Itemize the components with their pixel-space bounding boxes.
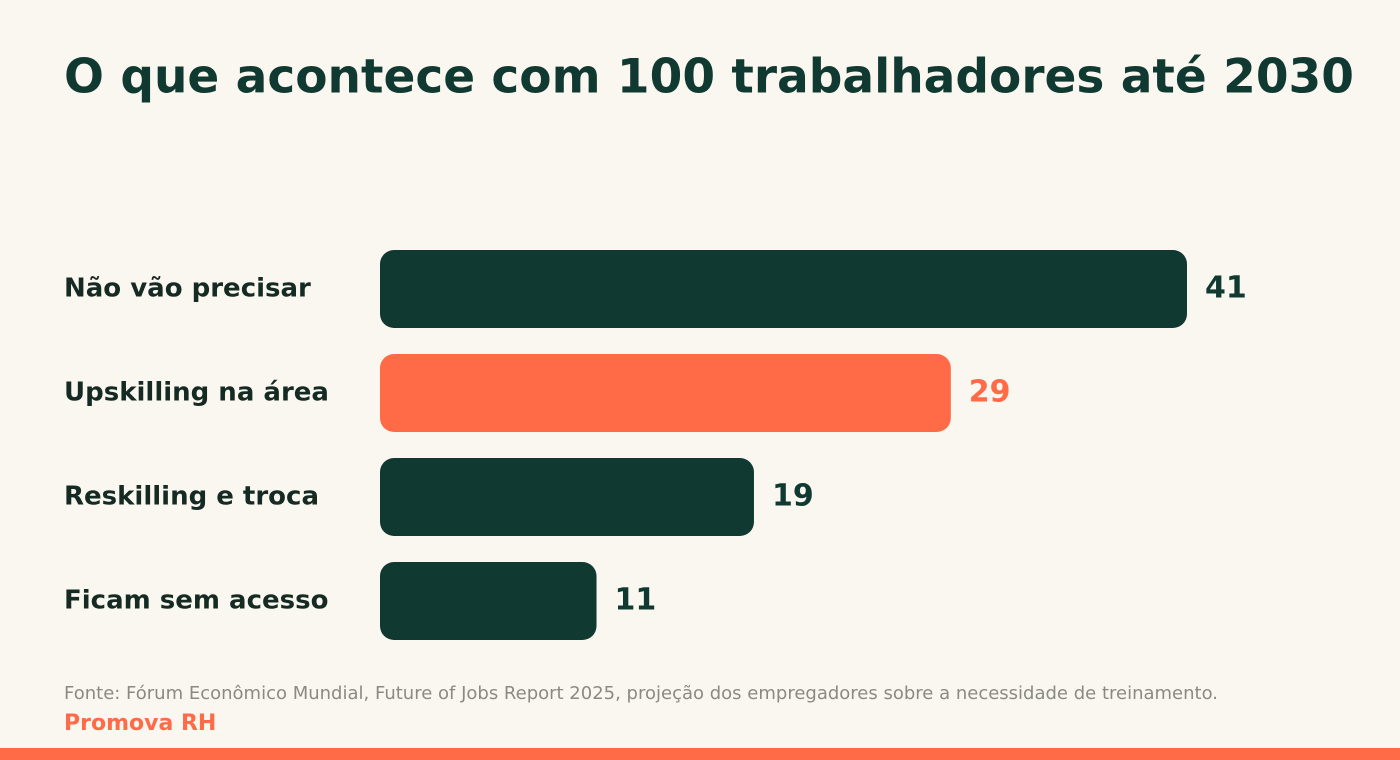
bar (380, 562, 597, 640)
category-label: Reskilling e troca (64, 482, 319, 512)
value-label: 29 (969, 375, 1011, 410)
value-label: 19 (772, 479, 814, 514)
brand: Promova RH (64, 711, 216, 736)
category-label: Não vão precisar (64, 274, 311, 304)
chart-title: O que acontece com 100 trabalhadores até… (64, 50, 1354, 105)
bar (380, 458, 754, 536)
category-label: Ficam sem acesso (64, 586, 328, 616)
bar (380, 354, 951, 432)
bar (380, 250, 1187, 328)
value-label: 41 (1205, 271, 1247, 306)
bottom-stripe (0, 748, 1400, 760)
category-label: Upskilling na área (64, 378, 329, 408)
value-label: 11 (615, 583, 657, 618)
source-note: Fonte: Fórum Econômico Mundial, Future o… (64, 683, 1218, 704)
